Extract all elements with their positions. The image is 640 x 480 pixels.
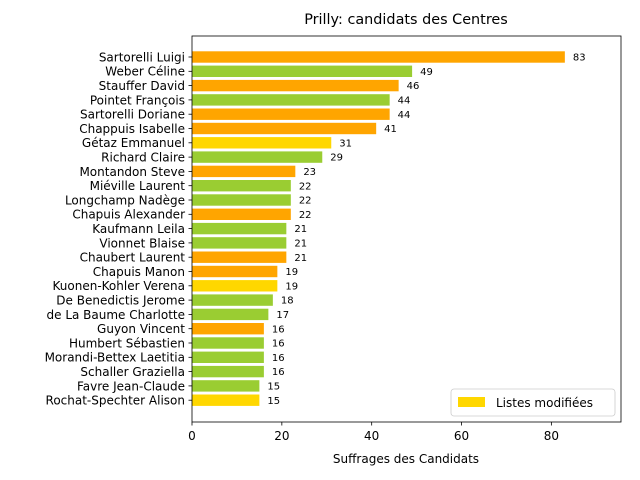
y-tick-label: De Benedictis Jerome: [56, 294, 185, 308]
y-tick-label: Kuonen-Kohler Verena: [53, 279, 186, 293]
bar-value-label: 29: [330, 153, 343, 164]
bar: [192, 51, 565, 63]
legend-swatch: [458, 397, 485, 407]
x-tick-label: 20: [274, 429, 289, 443]
bar: [192, 265, 278, 278]
bar: [192, 337, 264, 349]
bar-value-label: 19: [285, 267, 298, 278]
bar-value-label: 23: [303, 167, 316, 178]
y-tick-label: Weber Céline: [105, 65, 185, 79]
bar: [192, 237, 287, 249]
legend-frame: [450, 388, 616, 417]
bar: [192, 94, 390, 106]
plot-frame: [191, 35, 622, 423]
bar: [192, 79, 399, 92]
legend-label: Listes modifiées: [496, 396, 593, 410]
y-tick-label: Favre Jean-Claude: [77, 379, 185, 393]
bar-value-label: 22: [299, 210, 312, 221]
bar: [192, 323, 264, 335]
y-tick-label: Humbert Sébastien: [69, 336, 185, 350]
bar: [192, 180, 291, 192]
bar-value-label: 16: [272, 353, 285, 364]
bar-value-label: 22: [299, 196, 312, 207]
bar-value-label: 21: [294, 224, 307, 235]
bar: [192, 308, 269, 321]
bar-value-label: 15: [267, 382, 280, 393]
bar-value-label: 17: [276, 310, 289, 321]
bars: [192, 51, 565, 406]
bar-value-label: 46: [407, 81, 420, 92]
bar-value-label: 44: [398, 110, 411, 121]
y-tick-label: Gétaz Emmanuel: [82, 136, 185, 150]
y-tick-label: Montandon Steve: [79, 165, 185, 179]
bar: [192, 108, 390, 120]
bar: [192, 222, 287, 235]
bar: [192, 208, 291, 220]
bar-value-label: 49: [420, 67, 433, 78]
y-tick-label: Chappuis Isabelle: [79, 122, 185, 136]
y-tick-label: Rochat-Spechter Alison: [46, 394, 185, 408]
bar-value-label: 21: [294, 253, 307, 264]
bar: [192, 280, 278, 292]
x-axis: 0 20 40 60 80: [188, 422, 559, 443]
bar: [192, 294, 273, 306]
bar: [192, 165, 296, 178]
bar: [192, 151, 323, 163]
bar-value-label: 16: [272, 339, 285, 350]
y-tick-label: Richard Claire: [101, 151, 185, 165]
y-tick-label: Chaubert Laurent: [80, 251, 186, 265]
bar: [192, 394, 260, 406]
bar: [192, 365, 264, 378]
y-tick-label: Sartorelli Luigi: [99, 50, 185, 64]
bar-value-label: 16: [272, 367, 285, 378]
x-axis-label: Suffrages des Candidats: [333, 452, 479, 466]
y-tick-label: Longchamp Nadège: [65, 193, 185, 207]
bar: [192, 194, 291, 206]
bar-value-label: 16: [272, 324, 285, 335]
bar-value-label: 44: [398, 96, 411, 107]
y-tick-label: Chapuis Manon: [93, 265, 185, 279]
bar: [192, 137, 332, 149]
bar-value-label: 41: [384, 124, 397, 135]
bar: [192, 380, 260, 392]
y-tick-label: Vionnet Blaise: [99, 236, 185, 250]
bar-value-label: 21: [294, 239, 307, 250]
bar-value-label: 31: [339, 138, 352, 149]
y-tick-label: Schaller Graziella: [80, 365, 185, 379]
bar: [192, 251, 287, 263]
y-tick-label: Chapuis Alexander: [72, 208, 185, 222]
bar: [192, 351, 264, 363]
bar-value-label: 22: [299, 181, 312, 192]
y-tick-label: Pointet François: [90, 93, 185, 107]
x-tick-label: 0: [188, 429, 196, 443]
x-tick-label: 80: [544, 429, 559, 443]
y-tick-label: Morandi-Bettex Laetitia: [45, 351, 185, 365]
x-tick-label: 60: [454, 429, 469, 443]
bar-value-label: 18: [281, 296, 294, 307]
y-tick-label: de La Baume Charlotte: [47, 308, 186, 322]
chart-title: Prilly: candidats des Centres: [304, 12, 508, 28]
x-tick-label: 40: [364, 429, 379, 443]
y-tick-label: Miéville Laurent: [90, 179, 186, 193]
y-tick-label: Guyon Vincent: [97, 322, 185, 336]
bar-value-label: 15: [267, 396, 280, 407]
bar: [192, 65, 413, 77]
legend: Listes modifiées: [450, 388, 616, 417]
bar: [192, 122, 377, 135]
bar-value-label: 19: [285, 281, 298, 292]
value-labels: 8349464444413129232222222121211919181716…: [267, 53, 585, 407]
y-tick-label: Stauffer David: [99, 79, 185, 93]
y-tick-label: Kaufmann Leila: [92, 222, 185, 236]
y-tick-label: Sartorelli Doriane: [80, 108, 185, 122]
bar-value-label: 83: [573, 53, 586, 64]
